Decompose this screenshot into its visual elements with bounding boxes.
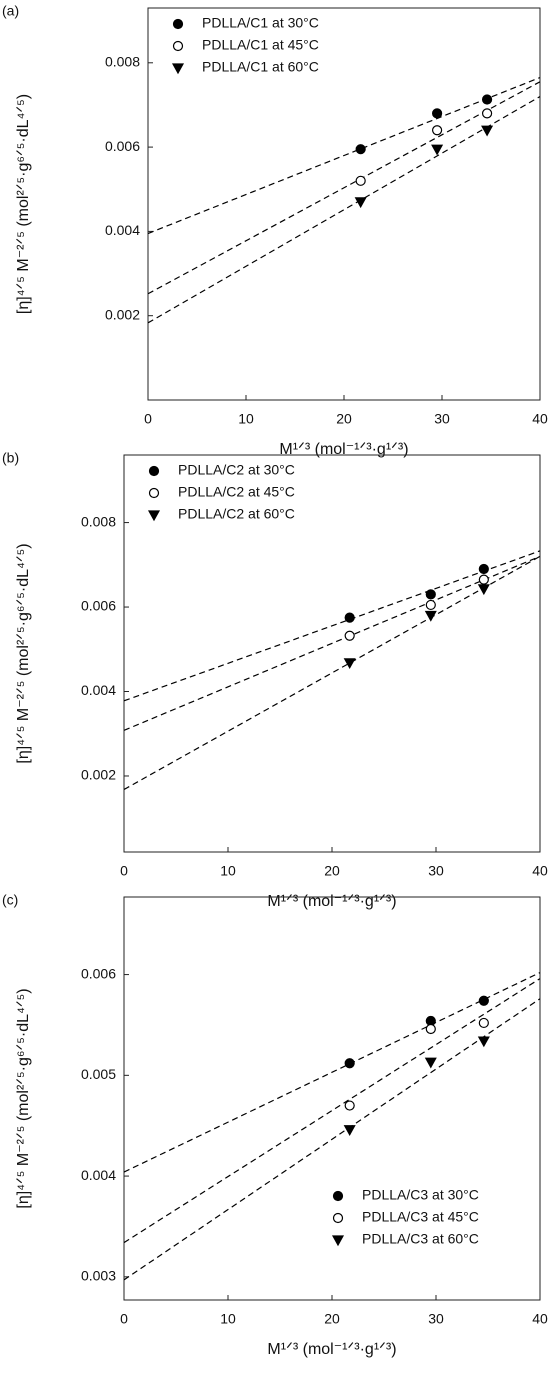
y-tick-label: 0.005 [81,1066,116,1082]
x-tick-label: 40 [532,411,548,427]
legend-marker [148,465,160,477]
fit-line [124,555,540,731]
marker [344,1058,355,1069]
y-tick-label: 0.006 [81,598,116,614]
x-tick-label: 30 [428,1311,444,1327]
x-tick-label: 20 [324,1311,340,1327]
x-tick-label: 20 [336,411,352,427]
marker [477,584,490,596]
legend-label: PDLLA/C1 at 30°C [202,15,319,31]
x-tick-label: 30 [434,411,450,427]
legend-label: PDLLA/C3 at 45°C [362,1209,479,1225]
marker [431,144,444,156]
marker [344,1100,355,1111]
legend-label: PDLLA/C2 at 45°C [178,484,295,500]
legend-marker [332,1212,344,1224]
legend-marker [172,40,184,52]
marker [355,144,366,155]
y-tick-label: 0.002 [105,306,140,322]
legend-marker [331,1235,345,1247]
legend-marker [332,1190,344,1202]
y-tick-label: 0.004 [81,1167,116,1183]
y-axis-title: [η]⁴ᐟ⁵ M⁻²ᐟ⁵ (mol²ᐟ⁵·g⁶ᐟ⁵·dL⁴ᐟ⁵) [15,543,32,763]
x-tick-label: 0 [144,411,152,427]
y-axis-title: [η]⁴ᐟ⁵ M⁻²ᐟ⁵ (mol²ᐟ⁵·g⁶ᐟ⁵·dL⁴ᐟ⁵) [15,94,32,314]
x-tick-label: 40 [532,863,548,879]
legend-marker [172,18,184,30]
marker [432,108,443,119]
marker [425,599,436,611]
legend-marker [147,510,161,522]
marker [344,612,355,623]
marker [481,94,493,105]
legend-label: PDLLA/C2 at 60°C [178,506,295,522]
marker [478,563,489,575]
y-tick-label: 0.002 [81,767,116,783]
marker [478,1017,489,1029]
legend-label: PDLLA/C2 at 30°C [178,462,295,478]
y-tick-label: 0.008 [81,513,116,529]
marker [424,1057,437,1069]
marker [343,658,356,670]
x-axis-title: M¹ᐟ³ (mol⁻¹ᐟ³·g¹ᐟ³) [267,893,396,910]
marker [425,589,436,600]
y-tick-label: 0.006 [81,965,116,981]
x-tick-label: 40 [532,1311,548,1327]
marker [478,574,489,585]
marker [432,125,443,136]
marker [478,995,489,1006]
marker [481,125,494,137]
panel-label: (b) [2,450,19,466]
fit-line [148,76,540,235]
y-tick-label: 0.004 [105,222,140,238]
marker [477,1036,490,1048]
x-tick-label: 10 [220,863,236,879]
marker [425,1023,436,1035]
x-tick-label: 0 [120,863,128,879]
legend-label: PDLLA/C1 at 45°C [202,37,319,53]
marker [355,175,366,186]
y-axis-title: [η]⁴ᐟ⁵ M⁻²ᐟ⁵ (mol²ᐟ⁵·g⁶ᐟ⁵·dL⁴ᐟ⁵) [15,988,32,1208]
legend-label: PDLLA/C3 at 60°C [362,1231,479,1247]
legend-marker [171,63,185,75]
fit-line [124,998,540,1281]
fit-line [148,95,540,324]
y-tick-label: 0.003 [81,1268,116,1284]
fit-line [148,81,540,295]
panel-label: (a) [2,3,19,19]
x-axis-title: M¹ᐟ³ (mol⁻¹ᐟ³·g¹ᐟ³) [279,441,408,458]
fit-line [124,972,540,1173]
x-tick-label: 10 [238,411,254,427]
marker [344,630,355,641]
fit-line [124,978,540,1244]
marker [354,197,367,209]
marker [424,610,437,622]
x-tick-label: 20 [324,863,340,879]
marker [343,1125,356,1136]
panel-label: (c) [2,892,18,908]
marker [481,108,493,119]
x-tick-label: 10 [220,1311,236,1327]
fit-line [124,555,540,791]
y-tick-label: 0.004 [81,682,116,698]
x-tick-label: 0 [120,1311,128,1327]
legend-marker [148,487,160,499]
y-tick-label: 0.006 [105,138,140,154]
legend-label: PDLLA/C3 at 30°C [362,1187,479,1203]
fit-line [124,550,540,702]
x-axis-title: M¹ᐟ³ (mol⁻¹ᐟ³·g¹ᐟ³) [267,1341,396,1358]
legend-label: PDLLA/C1 at 60°C [202,59,319,75]
y-tick-label: 0.008 [105,53,140,69]
x-tick-label: 30 [428,863,444,879]
